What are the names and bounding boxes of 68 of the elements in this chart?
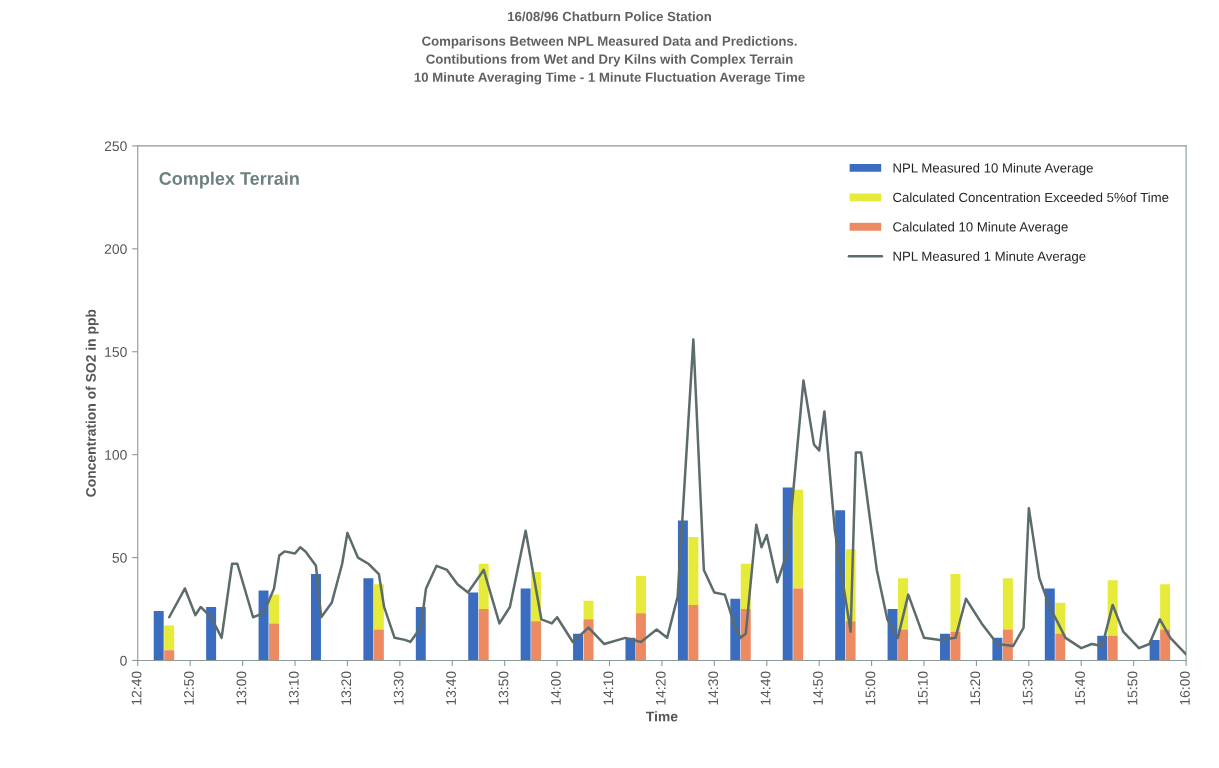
bar — [635, 576, 646, 614]
bar — [688, 536, 699, 605]
x-axis-title: Time — [645, 711, 678, 722]
bar — [269, 594, 280, 624]
bar — [468, 592, 479, 661]
legend-label: NPL Measured 1 Minute Average — [893, 251, 1086, 264]
bar — [1055, 633, 1066, 661]
chart-subtitle: Comparisons Between NPL Measured Data and Predictions. Contibutions from Wet and Dry Kilns with Complex Terrain 10 Minute Averaging Time - 1 Minute Fluctuation Average Time — [414, 36, 805, 85]
bar — [635, 613, 646, 661]
x-tick-label: 13:10 — [288, 671, 299, 705]
bar — [520, 588, 531, 661]
x-tick-label: 16:00 — [1179, 671, 1190, 705]
x-tick-label: 13:50 — [498, 671, 509, 705]
legend-label: Calculated Concentration Exceeded 5%of Time — [893, 192, 1169, 203]
bar — [1160, 629, 1171, 661]
bar — [583, 619, 594, 661]
bar — [793, 489, 804, 589]
bar — [845, 621, 856, 661]
bar — [531, 621, 542, 661]
x-tick-label: 14:20 — [655, 671, 666, 705]
x-tick-label: 14:00 — [550, 671, 561, 705]
y-tick-label: 100 — [105, 449, 127, 460]
x-tick-label: 14:40 — [760, 671, 771, 705]
x-tick-label: 15:10 — [917, 671, 928, 705]
x-tick-label: 13:00 — [236, 671, 247, 705]
bar — [153, 611, 164, 661]
bar — [1160, 584, 1171, 630]
x-tick-label: 13:30 — [393, 671, 404, 705]
bar — [206, 606, 217, 661]
x-tick-label: 13:20 — [341, 671, 352, 705]
bar — [258, 590, 269, 661]
bar — [164, 625, 175, 651]
x-tick-label: 14:30 — [708, 671, 719, 705]
x-tick-label: 12:50 — [184, 671, 194, 705]
y-tick-label: 200 — [104, 244, 127, 254]
bar — [269, 623, 280, 661]
bar — [1002, 578, 1013, 630]
y-axis-title: Concentration of SO2 in ppb — [85, 309, 99, 497]
bar — [363, 578, 374, 661]
y-tick-label: 0 — [120, 655, 127, 666]
bar — [1107, 635, 1118, 661]
x-tick-label: 15:30 — [1022, 671, 1033, 705]
x-tick-label: 13:40 — [446, 671, 456, 705]
y-tick-label: 150 — [105, 347, 127, 357]
x-tick-label: 14:50 — [813, 671, 823, 705]
bar — [164, 650, 175, 661]
y-tick-label: 250 — [104, 141, 127, 152]
x-tick-label: 15:40 — [1075, 671, 1085, 705]
bar — [373, 629, 384, 661]
x-tick-label: 15:20 — [970, 671, 981, 705]
chart-title: 16/08/96 Chatburn Police Station — [508, 11, 711, 22]
bar — [583, 600, 594, 620]
bar — [950, 574, 961, 632]
x-tick-label: 15:00 — [865, 671, 876, 705]
annotation: Complex Terrain — [159, 171, 299, 189]
bar — [1044, 588, 1055, 661]
x-tick-label: 14:10 — [603, 671, 614, 705]
bar — [1149, 639, 1160, 661]
bar — [688, 604, 699, 661]
y-tick-label: 50 — [112, 552, 127, 563]
bar — [793, 588, 804, 661]
bar — [478, 609, 489, 661]
legend-label: NPL Measured 10 Minute Average — [893, 162, 1093, 176]
bar — [898, 629, 909, 661]
x-tick-label: 15:50 — [1127, 671, 1138, 705]
x-tick-label: 12:40 — [131, 671, 142, 705]
legend-label: Calculated 10 Minute Average — [893, 221, 1068, 235]
bar — [1002, 629, 1013, 661]
